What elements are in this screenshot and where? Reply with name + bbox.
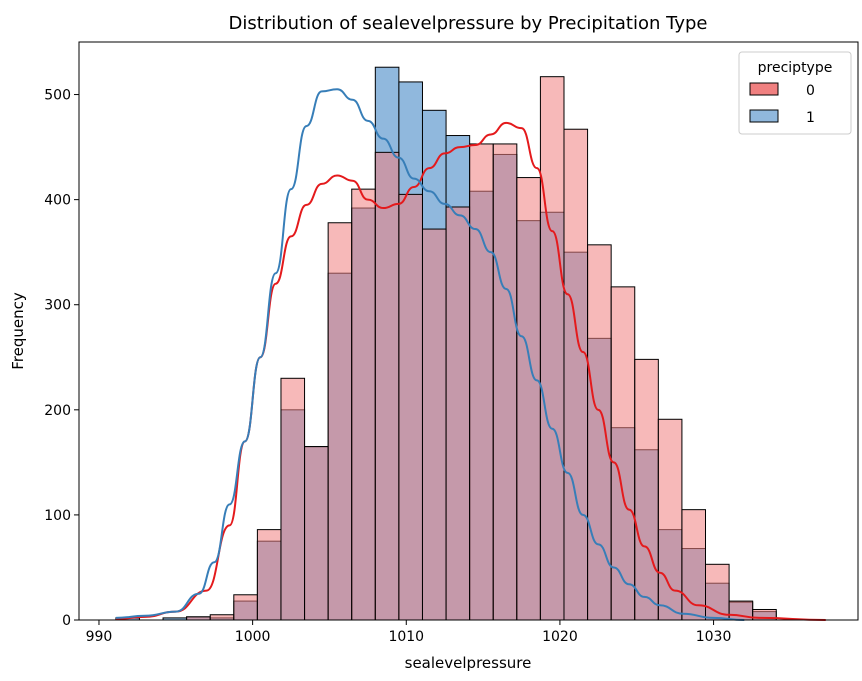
x-tick-label: 1000 <box>235 629 271 645</box>
y-tick-label: 0 <box>62 613 71 629</box>
series-0-bars <box>186 76 777 621</box>
x-tick-label: 1010 <box>388 629 424 645</box>
legend: preciptype 0 1 <box>738 51 852 135</box>
y-tick-label: 200 <box>44 403 71 419</box>
histogram-bar-series-0 <box>563 128 589 621</box>
x-tick-label: 990 <box>86 629 113 645</box>
x-tick-label: 1020 <box>542 629 578 645</box>
y-axis-ticks: 0 100 200 300 400 500 <box>44 88 79 629</box>
histogram-bar-series-0 <box>445 206 471 621</box>
legend-swatch-1 <box>749 109 779 123</box>
kde-lines <box>115 88 826 621</box>
histogram-bar-series-0 <box>304 446 329 621</box>
plot-frame <box>78 41 859 621</box>
histogram-bar-series-0 <box>256 529 282 621</box>
legend-label-0: 0 <box>806 83 815 99</box>
histogram-bar-series-0 <box>209 614 235 621</box>
histogram-bar-series-0 <box>280 377 306 621</box>
histogram-bar-series-0 <box>539 76 565 621</box>
histogram-bar-series-0 <box>374 151 400 621</box>
x-axis-ticks: 990 1000 1010 1020 1030 <box>86 620 732 645</box>
histogram-bar-series-0 <box>327 222 353 621</box>
histogram-bar-series-0 <box>421 228 447 621</box>
y-tick-label: 100 <box>44 508 71 524</box>
histogram-bar-series-0 <box>610 286 636 621</box>
histogram-bar-series-0 <box>398 193 423 621</box>
legend-title: preciptype <box>758 60 833 76</box>
histogram-bar-series-0 <box>469 143 494 621</box>
histogram-bar-series-0 <box>516 177 541 621</box>
x-tick-label: 1030 <box>696 629 732 645</box>
histogram-bar-series-0 <box>233 594 258 621</box>
kde-line-series-1 <box>115 88 745 621</box>
chart-title: Distribution of sealevelpressure by Prec… <box>229 13 708 34</box>
histogram-bar-series-0 <box>492 143 518 621</box>
legend-swatch-0 <box>749 82 779 96</box>
y-tick-label: 300 <box>44 298 71 314</box>
legend-label-1: 1 <box>806 110 815 126</box>
histogram-bar-series-0 <box>634 358 659 621</box>
histogram-bar-series-0 <box>351 188 376 621</box>
y-tick-label: 400 <box>44 193 71 209</box>
y-tick-label: 500 <box>44 88 71 104</box>
x-axis-label: sealevelpressure <box>405 654 532 672</box>
histogram-bar-series-0 <box>587 244 612 621</box>
histogram-bar-series-0 <box>657 418 683 621</box>
y-axis-label: Frequency <box>9 292 27 370</box>
